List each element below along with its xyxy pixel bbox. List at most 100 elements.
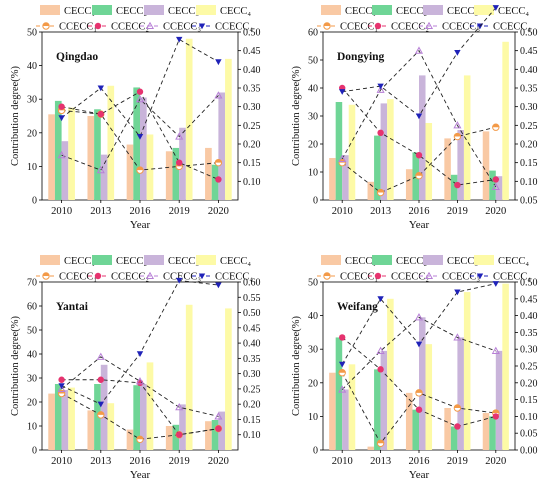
legend-label-line-4: CCECC₄ xyxy=(215,22,253,33)
bar-1-s4-c2 xyxy=(107,85,115,200)
y2-tick-label: 0.50 xyxy=(520,278,538,289)
chart-title: Qingdao xyxy=(56,51,98,63)
point-4-s1-c3-fill xyxy=(415,389,423,393)
chart-panel-4: CECC₁ CECC₂ CECC₃ CECC₄ CCECC₁ CCECC₂ CCECC₃ CC… xyxy=(291,255,538,481)
y-tick-label: 10 xyxy=(27,162,37,173)
point-4-s3-c5 xyxy=(491,346,500,354)
point-4-s1-c4-fill xyxy=(454,404,461,408)
point-4-s4-c5 xyxy=(492,281,499,287)
y2-tick-label: 0.55 xyxy=(243,293,261,304)
legend-swatch-bar-3 xyxy=(423,255,443,265)
y2-tick-label: 0.25 xyxy=(520,121,538,132)
legend-swatch-bar-4 xyxy=(196,255,216,265)
legend-marker-3 xyxy=(145,271,155,280)
y2-tick-label: 0.35 xyxy=(520,328,538,339)
bar-1-s4-c4 xyxy=(185,38,193,200)
legend-label-line-3: CCECC₃ xyxy=(163,22,201,33)
legend-marker-1-fill xyxy=(323,22,331,26)
bar-1-s1-c5 xyxy=(205,147,212,200)
point-3-s4-c5 xyxy=(215,282,222,289)
point-3-s1-c3-fill xyxy=(136,436,144,440)
legend-marker-2 xyxy=(94,22,102,30)
y2-tick-label: 0.60 xyxy=(243,278,261,289)
y2-tick-label: 0.30 xyxy=(243,369,261,380)
y-tick-label: 20 xyxy=(27,398,37,409)
y2-tick-label: 0.25 xyxy=(243,121,261,132)
y-tick-label: 20 xyxy=(308,140,318,151)
legend-swatch-bar-1 xyxy=(40,5,60,15)
y2-tick-label: 0.15 xyxy=(243,158,261,169)
bar-2-s1-c4 xyxy=(444,138,451,200)
point-3-s3-c2 xyxy=(96,352,105,360)
point-4-s1-c1-fill xyxy=(339,369,346,373)
y-tick-label: 50 xyxy=(27,28,37,39)
bar-2-s1-c5 xyxy=(482,131,490,200)
legend-swatch-bar-1 xyxy=(321,5,341,15)
point-1-s3-c4 xyxy=(175,132,184,140)
point-1-s3-c3 xyxy=(135,94,145,103)
x-tick-label: 2019 xyxy=(169,456,190,467)
point-4-s2-c1 xyxy=(339,334,346,341)
x-tick-label: 2016 xyxy=(130,206,151,217)
point-2-s2-c4 xyxy=(454,181,461,189)
point-3-s3-c3 xyxy=(135,377,145,385)
y2-tick-label: 0.40 xyxy=(520,311,538,322)
legend-label-bar-1: CECC₁ xyxy=(64,6,95,17)
x-tick-label: 2010 xyxy=(51,456,72,467)
bar-3-s1-c4 xyxy=(165,426,173,450)
bar-3-s1-c1 xyxy=(48,393,55,450)
x-tick-label: 2010 xyxy=(332,206,353,217)
y2-tick-label: 0.35 xyxy=(243,354,261,365)
point-1-s2-c4 xyxy=(176,159,183,166)
bar-1-s3-c2 xyxy=(100,154,108,200)
point-1-s2-c1 xyxy=(58,103,65,110)
x-tick-label: 2013 xyxy=(90,456,111,467)
point-2-s3-c4 xyxy=(453,121,462,129)
legend-label-line-3: CCECC₃ xyxy=(442,22,480,33)
bar-4-s3-c1 xyxy=(342,389,349,450)
chart-title: Weifang xyxy=(337,301,378,313)
bar-3-s4-c4 xyxy=(185,304,193,450)
legend-swatch-bar-2 xyxy=(92,255,112,265)
bar-4-s2-c5 xyxy=(489,416,496,450)
bar-4-s4-c2 xyxy=(387,298,394,450)
bar-2-s4-c3 xyxy=(425,123,433,200)
point-2-s1-c5-fill xyxy=(492,124,499,128)
point-4-s4-c4 xyxy=(454,289,461,296)
legend-marker-2 xyxy=(94,272,102,280)
y2-tick-label: 0.00 xyxy=(520,446,538,457)
bar-2-s4-c4 xyxy=(463,75,471,200)
y2-tick-label: 0.30 xyxy=(243,102,261,113)
y2-tick-label: 0.40 xyxy=(243,65,261,76)
bar-3-s1-c5 xyxy=(205,421,212,450)
y-tick-label: 70 xyxy=(27,278,37,289)
legend-marker-1-fill xyxy=(42,22,50,26)
bar-1-s1-c2 xyxy=(87,116,95,200)
y-tick-label: 30 xyxy=(27,95,37,106)
y2-tick-label: 0.50 xyxy=(520,28,538,39)
legend-swatch-bar-4 xyxy=(474,255,494,265)
bar-3-s4-c3 xyxy=(146,362,154,450)
x-axis-label: Year xyxy=(409,219,430,231)
y-axis-label: Contribution degree(%) xyxy=(291,315,302,416)
x-tick-label: 2013 xyxy=(370,456,391,467)
y2-tick-label: 0.45 xyxy=(243,46,261,57)
bar-2-s3-c5 xyxy=(495,176,503,200)
chart-title: Yantai xyxy=(56,301,89,313)
y2-tick-label: 0.40 xyxy=(243,339,261,350)
point-1-s3-c1 xyxy=(57,150,66,159)
point-3-s4-c3 xyxy=(136,351,144,357)
bar-2-s3-c4 xyxy=(457,130,464,200)
x-tick-label: 2019 xyxy=(447,456,468,467)
bar-1-s2-c5 xyxy=(211,164,219,200)
bar-4-s3-c2 xyxy=(380,350,388,450)
y-tick-label: 30 xyxy=(308,112,318,123)
legend-label-line-3: CCECC₃ xyxy=(442,272,480,283)
chart-panel-2: CECC₁ CECC₂ CECC₃ CECC₄ CCECC₁ CCECC₂ CCECC₃ CC… xyxy=(291,5,538,231)
y2-tick-label: 0.45 xyxy=(520,46,538,57)
bar-1-s1-c1 xyxy=(48,114,55,200)
y2-tick-label: 0.15 xyxy=(520,395,538,406)
point-3-s2-c4 xyxy=(176,431,183,438)
point-4-s3-c3 xyxy=(414,313,424,321)
point-3-s4-c4 xyxy=(176,277,183,284)
